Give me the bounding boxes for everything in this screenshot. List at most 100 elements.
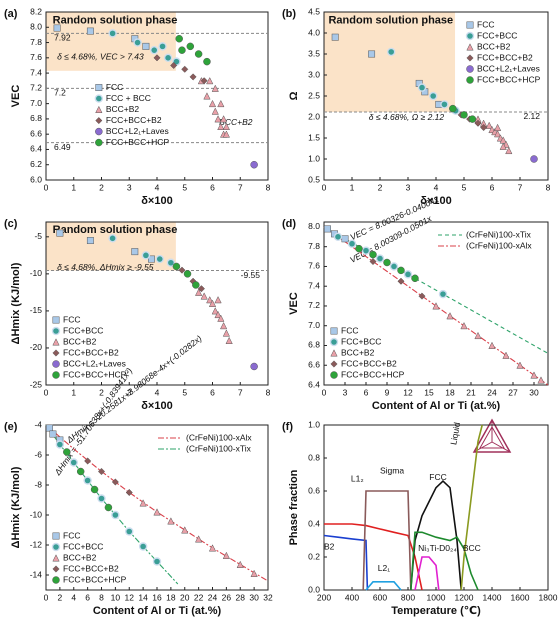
legend-entry: FCC+BCC+B2 [63, 347, 119, 357]
x-tick-label: 2 [99, 182, 104, 192]
x-tick-label: 8 [266, 387, 271, 397]
x-tick-label: 0 [322, 387, 327, 397]
y-tick-label: 4.5 [308, 6, 320, 16]
annotation: δ ≤ 4.68%, VEC > 7.43 [57, 52, 144, 62]
point [397, 266, 405, 275]
x-tick-label: 1 [350, 182, 355, 192]
y-tick-label: 4.0 [308, 27, 320, 37]
legend-marker [329, 337, 339, 347]
x-tick-label: 0 [44, 387, 49, 397]
point [178, 266, 186, 274]
y-axis-label: VEC [288, 292, 300, 315]
point [163, 53, 173, 63]
point [208, 544, 217, 552]
point [104, 503, 113, 512]
legend-entry: (CrFeNi)100-xAlx [466, 240, 532, 250]
x-axis-label: Content of Al or Ti (at.%) [372, 400, 501, 412]
legend-entry: FCC+BCC+HCP [341, 369, 405, 379]
x-tick-label: 28 [236, 592, 246, 602]
legend-marker [466, 54, 474, 62]
point [133, 38, 142, 47]
point [83, 476, 92, 485]
y-tick-label: 6.8 [308, 340, 320, 350]
legend-entry: BCC+B2 [341, 347, 375, 357]
series-line [410, 531, 479, 591]
legend-entry: BCC+L2₁+Laves [477, 63, 540, 73]
legend-entry: FCC+BCC [63, 325, 103, 335]
point [211, 307, 219, 315]
series-line [410, 480, 462, 591]
x-tick-label: 8 [99, 592, 104, 602]
x-axis-label: δ×100 [141, 400, 172, 412]
x-tick-label: 32 [263, 592, 273, 602]
y-tick-label: 8.0 [308, 221, 320, 231]
point [474, 119, 482, 127]
legend-marker [52, 360, 60, 368]
annotation: Random solution phase [328, 14, 453, 26]
panel: 200 400 600 800 1000 1200 1400 1600 1800 0.0 0.2 0.… [282, 419, 558, 617]
point [131, 248, 139, 256]
legend-marker [330, 349, 338, 357]
point [217, 122, 225, 130]
legend-marker [51, 542, 61, 552]
legend-entry: BCC+B2 [477, 41, 511, 51]
legend-marker [52, 371, 60, 379]
panel-label: (f) [282, 421, 293, 433]
point [488, 341, 496, 349]
point [214, 296, 222, 304]
point [181, 65, 189, 73]
point [200, 77, 208, 85]
point [369, 257, 377, 266]
point [49, 430, 57, 438]
point [537, 376, 545, 384]
y-tick-label: 0.6 [308, 485, 320, 495]
point [175, 34, 183, 43]
point [170, 61, 178, 70]
series-line [414, 556, 440, 591]
legend-marker [466, 65, 474, 73]
point [432, 302, 440, 310]
y-tick-label: 7.2 [30, 83, 42, 93]
threshold-label: 2.12 [523, 111, 540, 121]
point [440, 100, 449, 109]
point [208, 99, 217, 108]
y-tick-label: 6.6 [308, 359, 320, 369]
point [186, 42, 195, 51]
legend-entry: (CrFeNi)100-xTix [186, 443, 252, 453]
point [333, 232, 343, 242]
x-tick-label: 200 [317, 592, 331, 602]
x-tick-label: 6 [210, 182, 215, 192]
legend-marker [330, 327, 338, 335]
legend-marker [52, 349, 60, 357]
y-tick-label: 8.2 [30, 6, 42, 16]
x-tick-label: 4 [434, 182, 439, 192]
legend-marker [94, 94, 104, 103]
x-tick-label: 9 [385, 387, 390, 397]
point [219, 115, 228, 123]
point [208, 299, 217, 307]
legend-marker [466, 54, 474, 62]
point [403, 270, 413, 279]
point [181, 526, 189, 534]
x-tick-label: 18 [445, 387, 455, 397]
x-tick-label: 3 [406, 182, 411, 192]
point [530, 371, 538, 379]
y-tick-label: -20 [30, 342, 43, 352]
point [397, 277, 405, 285]
legend-entry: BCC+B2 [63, 552, 97, 562]
x-tick-label: 12 [125, 592, 135, 602]
point [222, 122, 230, 130]
legend-marker [52, 371, 60, 379]
x-tick-label: 21 [466, 387, 476, 397]
x-tick-label: 2 [99, 387, 104, 397]
x-tick-label: 12 [403, 387, 413, 397]
legend-marker [330, 371, 338, 379]
point [150, 45, 159, 55]
legend-marker [51, 542, 61, 552]
panel: 0 1 2 3 4 5 6 7 8 -25 -20 -15 -10 -5 δ×100 ΔHmix (KJ/mo… [4, 218, 271, 412]
legend-entry: FCC+BCC+B2 [106, 115, 162, 125]
panel-label: (e) [4, 421, 18, 433]
legend-entry: BCC+L2₁+Laves [106, 126, 169, 136]
curve-label: B2 [324, 541, 335, 551]
